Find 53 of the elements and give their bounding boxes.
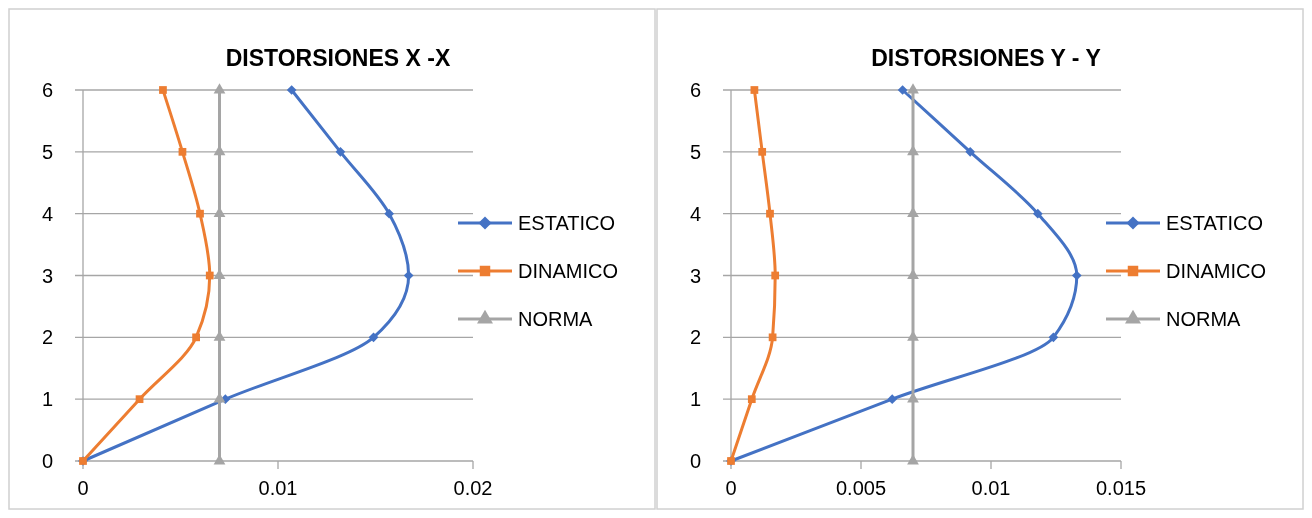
x-tick-label: 0 xyxy=(725,477,737,499)
legend-label: DINAMICO xyxy=(518,260,618,282)
point xyxy=(771,271,780,280)
point xyxy=(403,270,414,281)
y-tick-label: 0 xyxy=(689,450,701,472)
legend-label: NORMA xyxy=(1166,308,1242,330)
chart-title: DISTORSIONES X -X xyxy=(225,45,451,71)
y-tick-label: 3 xyxy=(689,264,701,287)
point xyxy=(178,147,187,156)
y-tick-label: 4 xyxy=(41,202,53,225)
y-tick-label: 5 xyxy=(689,140,701,163)
legend-label: NORMA xyxy=(518,308,594,330)
legend-label: DINAMICO xyxy=(1166,260,1266,282)
y-tick-label: 4 xyxy=(689,202,701,225)
y-tick-label: 6 xyxy=(689,79,701,101)
point xyxy=(196,209,204,218)
point xyxy=(747,395,756,404)
chart-title: DISTORSIONES Y - Y xyxy=(871,45,1101,71)
y-tick-label: 0 xyxy=(41,450,53,472)
point xyxy=(907,83,919,94)
point xyxy=(335,146,346,157)
x-tick-label: 0.015 xyxy=(1095,477,1147,499)
y-tick-label: 2 xyxy=(689,326,701,349)
y-tick-label: 1 xyxy=(41,388,53,411)
x-tick-label: 0 xyxy=(77,477,89,499)
y-tick-label: 6 xyxy=(41,79,53,101)
x-tick-label: 0.005 xyxy=(835,477,887,499)
point xyxy=(1032,208,1043,219)
point xyxy=(159,86,167,94)
y-tick-label: 5 xyxy=(41,140,53,163)
y-tick-label: 3 xyxy=(41,264,53,287)
point xyxy=(384,208,394,219)
point xyxy=(965,146,976,157)
point xyxy=(368,332,379,343)
point xyxy=(1048,332,1059,343)
legend-label: ESTATICO xyxy=(518,212,616,234)
point xyxy=(750,86,759,94)
x-tick-label: 0.01 xyxy=(258,477,298,499)
point xyxy=(192,333,200,342)
point xyxy=(897,85,908,95)
point xyxy=(768,333,777,342)
point xyxy=(758,147,767,156)
point xyxy=(887,394,898,405)
legend-label: ESTATICO xyxy=(1166,212,1264,234)
y-tick-label: 1 xyxy=(689,388,701,411)
point xyxy=(766,209,774,218)
x-tick-label: 0.01 xyxy=(971,477,1011,499)
point xyxy=(213,83,226,94)
y-tick-label: 2 xyxy=(41,326,53,349)
x-tick-label: 0.02 xyxy=(453,477,493,499)
point xyxy=(135,395,144,404)
point xyxy=(205,271,214,280)
point xyxy=(286,85,297,95)
